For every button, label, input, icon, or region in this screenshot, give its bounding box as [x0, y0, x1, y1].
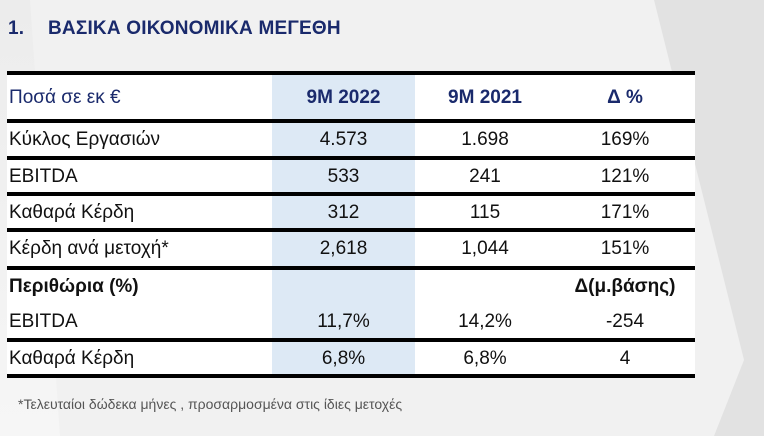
row-label: Κέρδη ανά μετοχή* [9, 238, 169, 259]
row-label: Κύκλος Εργασιών [9, 129, 161, 150]
rule [7, 156, 695, 160]
rule [7, 192, 695, 196]
cell: 6,8% [463, 347, 507, 369]
footnote: *Τελευταίοι δώδεκα μήνες , προσαρμοσμένα… [18, 396, 403, 412]
cell: 1,044 [461, 238, 509, 259]
cell: 4 [619, 347, 631, 369]
header-cell: Δ % [607, 87, 643, 108]
rule [7, 338, 695, 342]
rule [7, 119, 695, 123]
rule [7, 266, 695, 270]
header-cell: Ποσά σε εκ € [9, 87, 121, 108]
financials-table: Ποσά σε εκ € 9M 2022 9M 2021 Δ % Κύκλος … [7, 71, 695, 378]
header-cell: 9M 2021 [448, 87, 522, 108]
rule [7, 228, 695, 232]
cell: 2,618 [319, 238, 368, 259]
table-row: Καθαρά Κέρδη 312 115 171% [7, 196, 695, 229]
cell: Δ(μ.βάσης) [574, 276, 676, 297]
rule [7, 71, 695, 75]
margins-header-row: Περιθώρια (%) Δ(μ.βάσης) [7, 270, 695, 304]
row-label: Περιθώρια (%) [9, 276, 139, 297]
cell: -254 [605, 311, 645, 332]
table-row: Καθαρά Κέρδη 6,8% 6,8% 4 [7, 342, 695, 375]
row-label: Καθαρά Κέρδη [9, 201, 135, 223]
section-title-text: ΒΑΣΙΚΑ ΟΙΚΟΝΟΜΙΚΑ ΜΕΓΕΘΗ [48, 18, 341, 39]
table-row: Κύκλος Εργασιών 4.573 1.698 169% [7, 123, 695, 157]
cell: 241 [469, 165, 501, 187]
header-cell: 9M 2022 [306, 87, 381, 108]
cell: 14,2% [458, 311, 512, 332]
section-title: 1. ΒΑΣΙΚΑ ΟΙΚΟΝΟΜΙΚΑ ΜΕΓΕΘΗ [8, 18, 341, 40]
cell: 115 [469, 201, 501, 223]
cell: 169% [600, 129, 650, 150]
table-header-row: Ποσά σε εκ € 9M 2022 9M 2021 Δ % [7, 75, 695, 121]
cell: 1.698 [461, 129, 509, 150]
table-row: Κέρδη ανά μετοχή* 2,618 1,044 151% [7, 232, 695, 266]
row-label: EBITDA [9, 165, 78, 187]
cell: 533 [327, 165, 360, 187]
cell: 312 [327, 201, 360, 223]
cell: 171% [600, 201, 650, 223]
cell: 4.573 [319, 129, 368, 150]
cell: 151% [600, 238, 650, 259]
section-number: 1. [8, 18, 25, 39]
table-row: EBITDA 533 241 121% [7, 160, 695, 193]
cell: 6,8% [321, 347, 366, 369]
cell: 11,7% [317, 311, 370, 332]
rule [7, 374, 695, 378]
row-label: Καθαρά Κέρδη [9, 347, 135, 369]
row-label: EBITDA [9, 311, 78, 332]
cell: 121% [600, 165, 650, 187]
table-row: EBITDA 11,7% 14,2% -254 [7, 305, 695, 339]
